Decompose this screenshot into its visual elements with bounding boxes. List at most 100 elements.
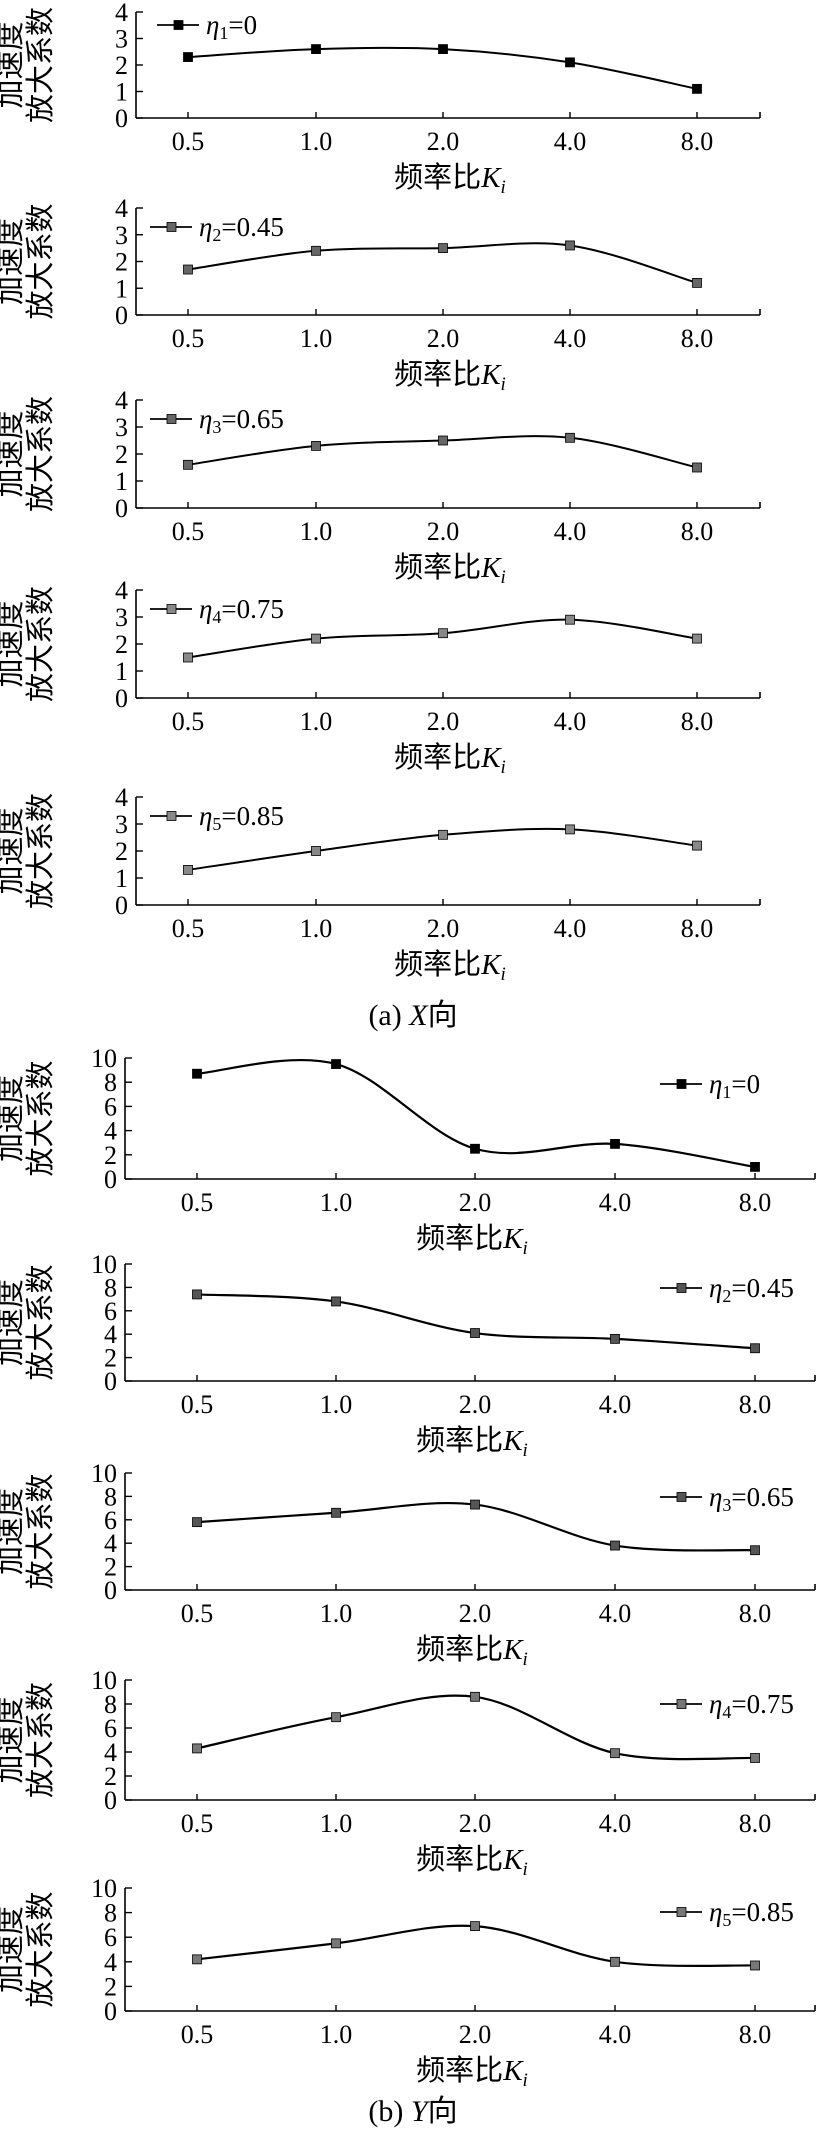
data-point	[311, 245, 321, 256]
data-point	[750, 1162, 760, 1172]
x-axis-title-text: 频率比	[416, 1424, 503, 1457]
legend-var: η	[199, 594, 212, 624]
x-axis-title-sub: i	[501, 567, 506, 588]
x-tick-label: 0.5	[172, 707, 205, 736]
x-axis-title: 频率比Ki	[394, 948, 506, 985]
data-point	[470, 1328, 480, 1338]
x-axis-title: 频率比Ki	[394, 741, 506, 778]
legend-label: η2=0.45	[709, 1273, 794, 1306]
y-axis-title-line2: 放大系数	[24, 586, 57, 702]
y-tick-label: 0	[104, 1997, 117, 2026]
series-line	[196, 1501, 756, 1552]
y-axis-title-line2: 放大系数	[24, 1891, 57, 2007]
data-point	[311, 633, 321, 644]
x-tick-label: 0.5	[181, 1188, 214, 1217]
y-tick-label: 10	[91, 1250, 117, 1279]
x-axis-title-text: 频率比	[416, 1633, 503, 1666]
y-tick-label: 4	[104, 1117, 117, 1146]
series-line	[196, 1924, 756, 1967]
caption-a-suffix: 向	[428, 999, 458, 1032]
x-axis-title-sub: i	[501, 177, 506, 198]
y-tick-label: 4	[104, 1529, 117, 1558]
x-axis-title: 频率比Ki	[416, 1424, 528, 1461]
y-tick-label: 8	[104, 1068, 117, 1097]
x-axis-title: 频率比Ki	[394, 551, 506, 588]
x-tick-label: 8.0	[681, 914, 714, 943]
data-point	[565, 824, 575, 835]
legend-marker	[166, 811, 177, 821]
y-tick-label: 8	[104, 1899, 117, 1928]
x-axis-title-var: K	[502, 1223, 524, 1255]
x-tick-label: 2.0	[459, 2020, 492, 2049]
legend-value: =0.65	[731, 1482, 793, 1512]
legend-marker	[676, 1699, 687, 1709]
legend-label: η4=0.75	[199, 594, 284, 627]
x-tick-label: 1.0	[320, 1188, 353, 1217]
y-tick-label: 3	[115, 603, 128, 632]
x-axis-title-sub: i	[501, 757, 506, 778]
x-axis-title: 频率比Ki	[416, 2054, 528, 2091]
y-tick-label: 2	[115, 248, 128, 277]
legend-marker	[676, 1079, 687, 1089]
legend-marker	[676, 1492, 687, 1502]
legend-value: =0.45	[221, 212, 283, 242]
data-point	[183, 652, 193, 663]
x-tick-label: 8.0	[739, 1809, 772, 1838]
y-axis-title-line1: 加速度	[0, 218, 27, 305]
x-tick-label: 4.0	[554, 914, 587, 943]
data-point	[692, 277, 702, 288]
x-tick-label: 8.0	[739, 1188, 772, 1217]
data-point	[565, 432, 575, 443]
data-point	[750, 1545, 760, 1556]
x-axis-title-sub: i	[523, 2070, 528, 2091]
legend: η2=0.45	[660, 1273, 794, 1306]
x-tick-label: 8.0	[681, 517, 714, 546]
data-point	[750, 1343, 760, 1354]
data-point	[311, 846, 321, 856]
data-point	[610, 1540, 620, 1551]
data-point	[565, 240, 575, 251]
x-tick-label: 2.0	[427, 517, 460, 546]
data-point	[750, 1753, 760, 1763]
y-tick-label: 3	[115, 810, 128, 839]
data-point	[192, 1068, 202, 1079]
y-tick-label: 6	[104, 1923, 117, 1952]
x-axis-title-text: 频率比	[416, 2054, 503, 2087]
legend: η4=0.75	[150, 594, 284, 627]
x-tick-label: 1.0	[320, 1390, 353, 1419]
legend-value: =0.85	[221, 801, 283, 831]
legend-sub: 1	[219, 23, 228, 43]
x-axis-title-sub: i	[523, 1238, 528, 1259]
x-tick-label: 0.5	[172, 324, 205, 353]
x-tick-label: 4.0	[554, 324, 587, 353]
y-tick-label: 4	[104, 1948, 117, 1977]
x-tick-label: 2.0	[427, 707, 460, 736]
caption-b-var: Y	[411, 2095, 431, 2128]
y-tick-label: 0	[104, 1576, 117, 1605]
y-axis-title-line2: 放大系数	[24, 396, 57, 512]
data-point	[610, 1333, 620, 1344]
y-tick-label: 0	[104, 1367, 117, 1396]
legend-sub: 5	[212, 814, 221, 834]
y-axis-title-line1: 加速度	[0, 600, 27, 687]
legend-value: =0	[731, 1069, 760, 1099]
x-tick-label: 8.0	[681, 127, 714, 156]
y-tick-label: 2	[104, 1972, 117, 2001]
data-point	[692, 840, 702, 851]
x-axis-title-sub: i	[523, 1859, 528, 1880]
x-tick-label: 1.0	[320, 2020, 353, 2049]
x-axis-title-sub: i	[501, 374, 506, 395]
data-point	[331, 1296, 341, 1307]
legend-sub: 4	[212, 607, 221, 627]
legend-sub: 3	[212, 417, 221, 437]
data-point	[610, 1139, 620, 1149]
y-axis-title-line2: 放大系数	[24, 1473, 57, 1589]
x-axis-title-var: K	[502, 1634, 524, 1666]
x-axis-title-sub: i	[523, 1649, 528, 1670]
y-axis-title-line1: 加速度	[0, 1279, 27, 1366]
series-line	[196, 1694, 756, 1761]
legend-value: =0.65	[221, 404, 283, 434]
